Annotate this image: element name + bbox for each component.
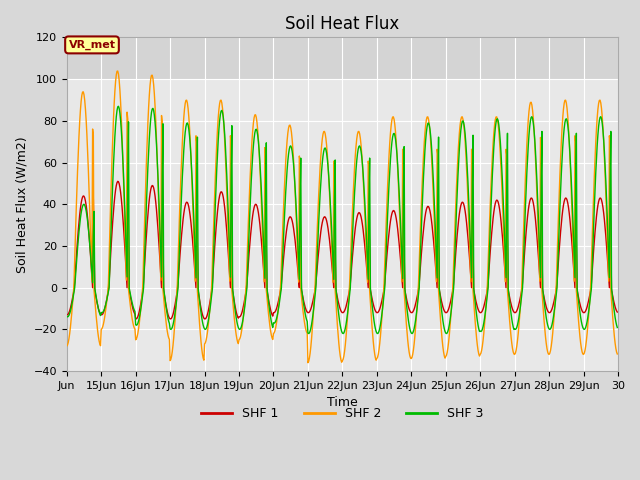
Legend: SHF 1, SHF 2, SHF 3: SHF 1, SHF 2, SHF 3 [196, 402, 489, 425]
Text: VR_met: VR_met [68, 40, 115, 50]
X-axis label: Time: Time [327, 396, 358, 409]
Title: Soil Heat Flux: Soil Heat Flux [285, 15, 399, 33]
Bar [67, 37, 618, 79]
Y-axis label: Soil Heat Flux (W/m2): Soil Heat Flux (W/m2) [15, 136, 28, 273]
